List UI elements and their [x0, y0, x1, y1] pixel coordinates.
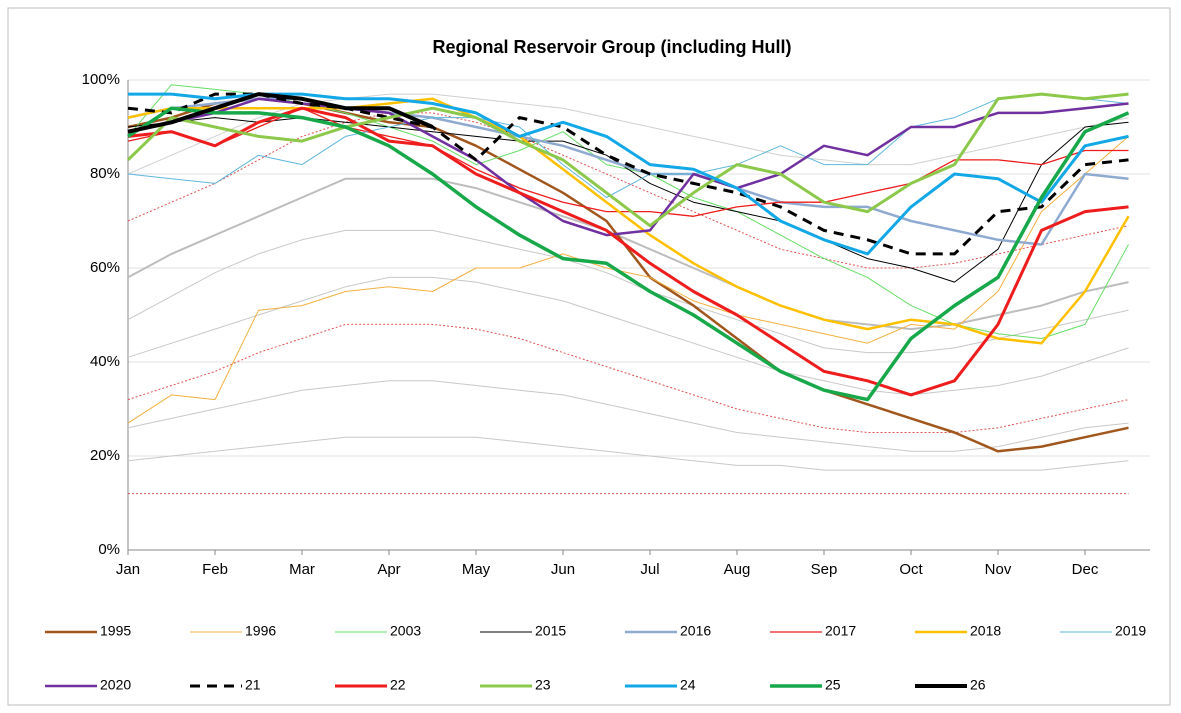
- x-tick-label: Nov: [985, 561, 1012, 578]
- x-tick-label: Aug: [724, 561, 751, 578]
- x-tick-label: Dec: [1072, 561, 1099, 578]
- series-line: [127, 93, 1129, 198]
- legend-label: 25: [825, 677, 841, 693]
- x-tick-label: Mar: [289, 561, 315, 578]
- legend-label: 26: [970, 677, 986, 693]
- legend-label: 23: [535, 677, 551, 693]
- series-line: [127, 106, 1129, 397]
- y-tick-label: 80%: [90, 165, 120, 182]
- legend-label: 22: [390, 677, 406, 693]
- series-line: [127, 97, 1130, 345]
- reference-line: [127, 436, 1129, 471]
- reference-line: [127, 229, 1129, 354]
- y-tick-label: 100%: [82, 71, 120, 88]
- x-tick-label: Sep: [811, 561, 838, 578]
- x-tick-label: Jan: [116, 561, 140, 578]
- reference-line: [127, 276, 1129, 396]
- x-tick-label: Jun: [551, 561, 575, 578]
- reference-line: [127, 323, 1129, 433]
- legend-label: 2015: [535, 623, 566, 639]
- y-tick-label: 20%: [90, 447, 120, 464]
- x-tick-label: Apr: [377, 561, 400, 578]
- legend-label: 2016: [680, 623, 711, 639]
- series-line: [127, 106, 1130, 402]
- legend-label: 1995: [100, 623, 131, 639]
- legend-label: 2017: [825, 623, 856, 639]
- legend-label: 21: [245, 677, 261, 693]
- x-tick-label: Oct: [899, 561, 923, 578]
- x-tick-label: May: [462, 561, 491, 578]
- legend-label: 2020: [100, 677, 131, 693]
- series-line: [127, 92, 1129, 256]
- x-tick-label: Jul: [640, 561, 659, 578]
- legend-label: 2003: [390, 623, 421, 639]
- series-line: [128, 92, 1129, 256]
- legend-label: 2018: [970, 623, 1001, 639]
- y-tick-label: 0%: [98, 541, 120, 558]
- chart-title: Regional Reservoir Group (including Hull…: [432, 37, 791, 57]
- y-tick-label: 40%: [90, 353, 120, 370]
- legend-label: 24: [680, 677, 696, 693]
- series-line: [127, 92, 434, 134]
- series-line: [126, 92, 1129, 228]
- y-tick-label: 60%: [90, 259, 120, 276]
- series-line: [127, 136, 1129, 424]
- legend-label: 1996: [245, 623, 276, 639]
- reference-line: [127, 380, 1129, 452]
- x-tick-label: Feb: [202, 561, 228, 578]
- legend-label: 2019: [1115, 623, 1146, 639]
